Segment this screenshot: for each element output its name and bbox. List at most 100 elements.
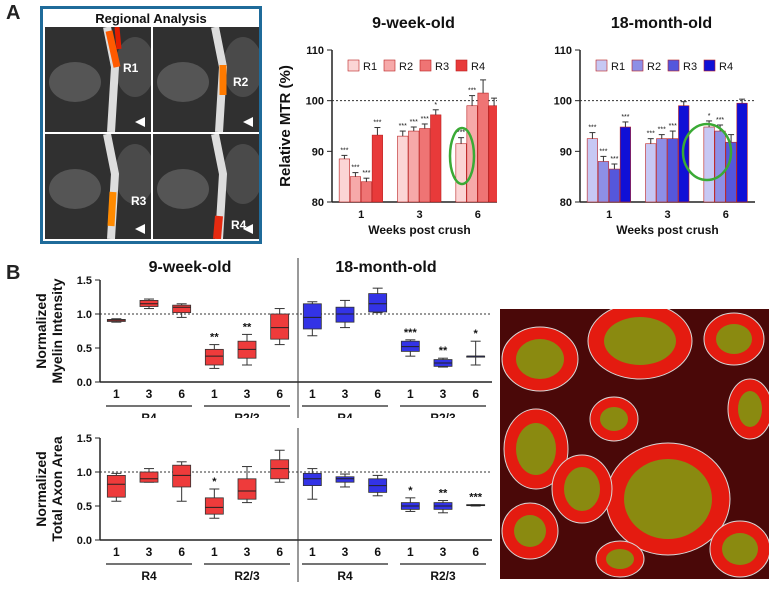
chart-title: 9-week-old xyxy=(372,15,455,32)
significance-label: ** xyxy=(439,488,448,500)
bar xyxy=(714,130,726,203)
mri-image-r3: R3 xyxy=(45,134,151,239)
mri-label-r1: R1 xyxy=(123,61,139,75)
x-tick-label: 6 xyxy=(276,387,283,401)
bar xyxy=(455,143,467,203)
legend-label: R3 xyxy=(683,61,697,73)
significance-label: *** xyxy=(410,119,418,126)
legend-swatch xyxy=(455,59,468,72)
bar xyxy=(656,138,668,203)
region-label: R2/3 xyxy=(430,569,456,583)
bar xyxy=(597,161,609,203)
x-tick-label: 1 xyxy=(407,387,414,401)
significance-label: * xyxy=(408,485,413,497)
y-axis-label-line2: Myelin Intensity xyxy=(49,278,65,383)
legend-swatch xyxy=(347,59,360,72)
y-tick-label: 0.5 xyxy=(77,501,92,513)
bar xyxy=(419,128,431,203)
bar xyxy=(477,92,489,203)
significance-label: *** xyxy=(399,123,407,130)
x-tick-label: 6 xyxy=(276,545,283,559)
significance-label: * xyxy=(474,328,479,340)
bar xyxy=(703,126,715,203)
legend-swatch xyxy=(419,59,432,72)
x-tick-label: 1 xyxy=(606,209,612,221)
x-tick-label: 1 xyxy=(358,209,364,221)
mtr-18-month-old-chart: 18-month-old8090100110************1*****… xyxy=(554,15,755,237)
x-tick-label: 6 xyxy=(374,545,381,559)
mri-image-r2: R2 xyxy=(153,27,259,132)
mri-title: Regional Analysis xyxy=(95,11,207,26)
y-tick-label: 0.0 xyxy=(77,535,92,547)
x-tick-label: 3 xyxy=(440,545,447,559)
x-tick-label: 6 xyxy=(374,387,381,401)
legend-swatch xyxy=(631,59,644,72)
region-label: R2/3 xyxy=(234,411,260,418)
x-tick-label: 1 xyxy=(309,545,316,559)
bar xyxy=(608,168,620,203)
mri-label-r2: R2 xyxy=(233,75,249,89)
x-tick-label: 1 xyxy=(211,545,218,559)
significance-label: *** xyxy=(351,165,359,172)
box xyxy=(368,293,388,313)
legend-label: R4 xyxy=(719,61,733,73)
x-tick-label: 1 xyxy=(309,387,316,401)
y-tick-label: 1.0 xyxy=(77,467,92,479)
x-tick-label: 1 xyxy=(407,545,414,559)
significance-label: *** xyxy=(621,114,629,121)
x-tick-label: 3 xyxy=(440,387,447,401)
mri-regional-analysis-panel: Regional Analysis R1 R2 xyxy=(40,6,262,244)
x-tick-label: 1 xyxy=(113,545,120,559)
y-tick-label: 1.0 xyxy=(77,309,92,321)
y-axis-label-line1: Normalized xyxy=(33,451,49,526)
box xyxy=(302,472,322,487)
bar xyxy=(430,114,442,203)
arrowhead-icon xyxy=(135,224,145,234)
significance-label: ** xyxy=(243,321,252,333)
legend-label: R2 xyxy=(647,61,661,73)
legend-label: R4 xyxy=(471,61,485,73)
bar xyxy=(466,105,478,203)
arrowhead-icon xyxy=(243,117,253,127)
mri-image-r1: R1 xyxy=(45,27,151,132)
y-tick-label: 110 xyxy=(554,45,572,57)
significance-label: *** xyxy=(469,492,483,504)
highlight-circle xyxy=(448,126,476,186)
x-tick-label: 3 xyxy=(664,209,670,221)
significance-label: *** xyxy=(647,131,655,138)
significance-label: *** xyxy=(669,123,677,130)
bar xyxy=(619,126,631,203)
bar xyxy=(371,134,383,203)
significance-label: * xyxy=(708,113,711,120)
region-label: R4 xyxy=(141,411,157,418)
significance-label: *** xyxy=(373,120,381,127)
box xyxy=(172,464,192,488)
group-title: 18-month-old xyxy=(335,259,436,276)
legend-swatch xyxy=(703,59,716,72)
bar xyxy=(645,143,657,203)
y-tick-label: 80 xyxy=(312,197,324,209)
x-tick-label: 3 xyxy=(342,387,349,401)
myelin-intensity-boxplot: 9-week-old 18-month-old Normalized Myelin I… xyxy=(33,258,492,418)
legend-swatch xyxy=(383,59,396,72)
x-tick-label: 6 xyxy=(178,387,185,401)
y-tick-label: 0.5 xyxy=(77,343,92,355)
significance-label: *** xyxy=(362,170,370,177)
x-tick-label: 3 xyxy=(146,387,153,401)
chart-title: 18-month-old xyxy=(611,15,712,32)
bar xyxy=(586,138,598,203)
x-tick-label: 3 xyxy=(342,545,349,559)
box xyxy=(237,478,257,500)
y-tick-label: 0.0 xyxy=(77,377,92,389)
y-tick-label: 90 xyxy=(312,146,324,158)
box xyxy=(302,303,322,330)
panel-label-b: B xyxy=(6,262,21,284)
region-label: R2/3 xyxy=(430,411,456,418)
y-tick-label: 1.5 xyxy=(77,275,92,287)
significance-label: ** xyxy=(210,332,219,344)
y-tick-label: 110 xyxy=(306,45,324,57)
significance-label: *** xyxy=(340,147,348,154)
x-tick-label: 3 xyxy=(146,545,153,559)
significance-label: * xyxy=(434,102,437,109)
box xyxy=(270,313,290,340)
